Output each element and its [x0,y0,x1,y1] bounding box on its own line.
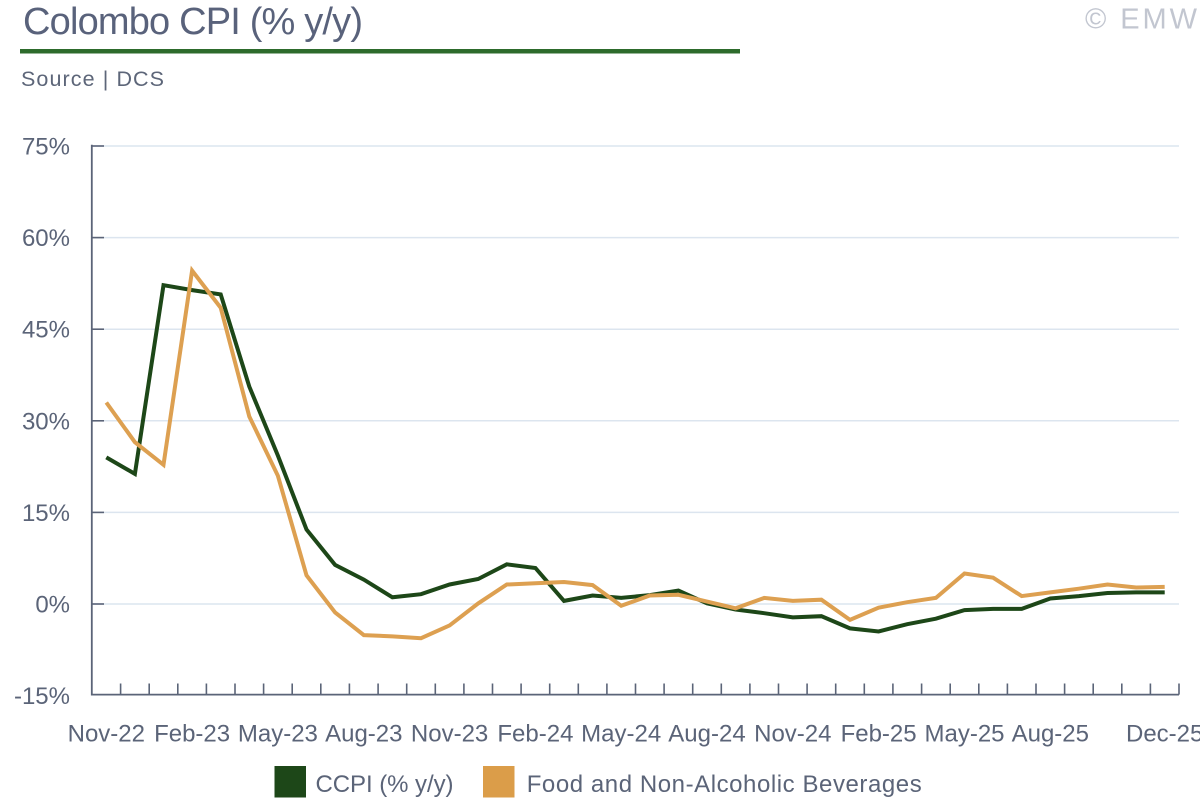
svg-text:-15%: -15% [14,683,70,710]
svg-text:Aug-25: Aug-25 [1012,721,1089,748]
svg-text:Aug-24: Aug-24 [668,721,745,748]
svg-text:Nov-23: Nov-23 [411,721,488,748]
svg-text:Source | DCS: Source | DCS [21,67,164,91]
svg-text:Colombo CPI (% y/y): Colombo CPI (% y/y) [23,1,363,43]
svg-text:30%: 30% [22,408,70,435]
svg-text:May-25: May-25 [924,721,1004,748]
svg-text:Feb-25: Feb-25 [841,721,917,748]
svg-text:Aug-23: Aug-23 [325,721,402,748]
svg-text:Nov-22: Nov-22 [68,721,145,748]
svg-text:May-24: May-24 [581,721,661,748]
svg-text:60%: 60% [22,225,70,252]
svg-text:Nov-24: Nov-24 [754,721,831,748]
svg-text:45%: 45% [22,317,70,344]
svg-text:0%: 0% [35,592,70,619]
svg-text:15%: 15% [22,500,70,527]
svg-text:Feb-24: Feb-24 [497,721,573,748]
svg-text:Food and Non-Alcoholic Beverag: Food and Non-Alcoholic Beverages [527,771,922,798]
svg-text:CCPI (% y/y): CCPI (% y/y) [316,771,454,798]
svg-text:75%: 75% [22,134,70,161]
svg-text:Feb-23: Feb-23 [154,721,230,748]
svg-text:Dec-25: Dec-25 [1126,721,1200,748]
svg-text:May-23: May-23 [238,721,318,748]
